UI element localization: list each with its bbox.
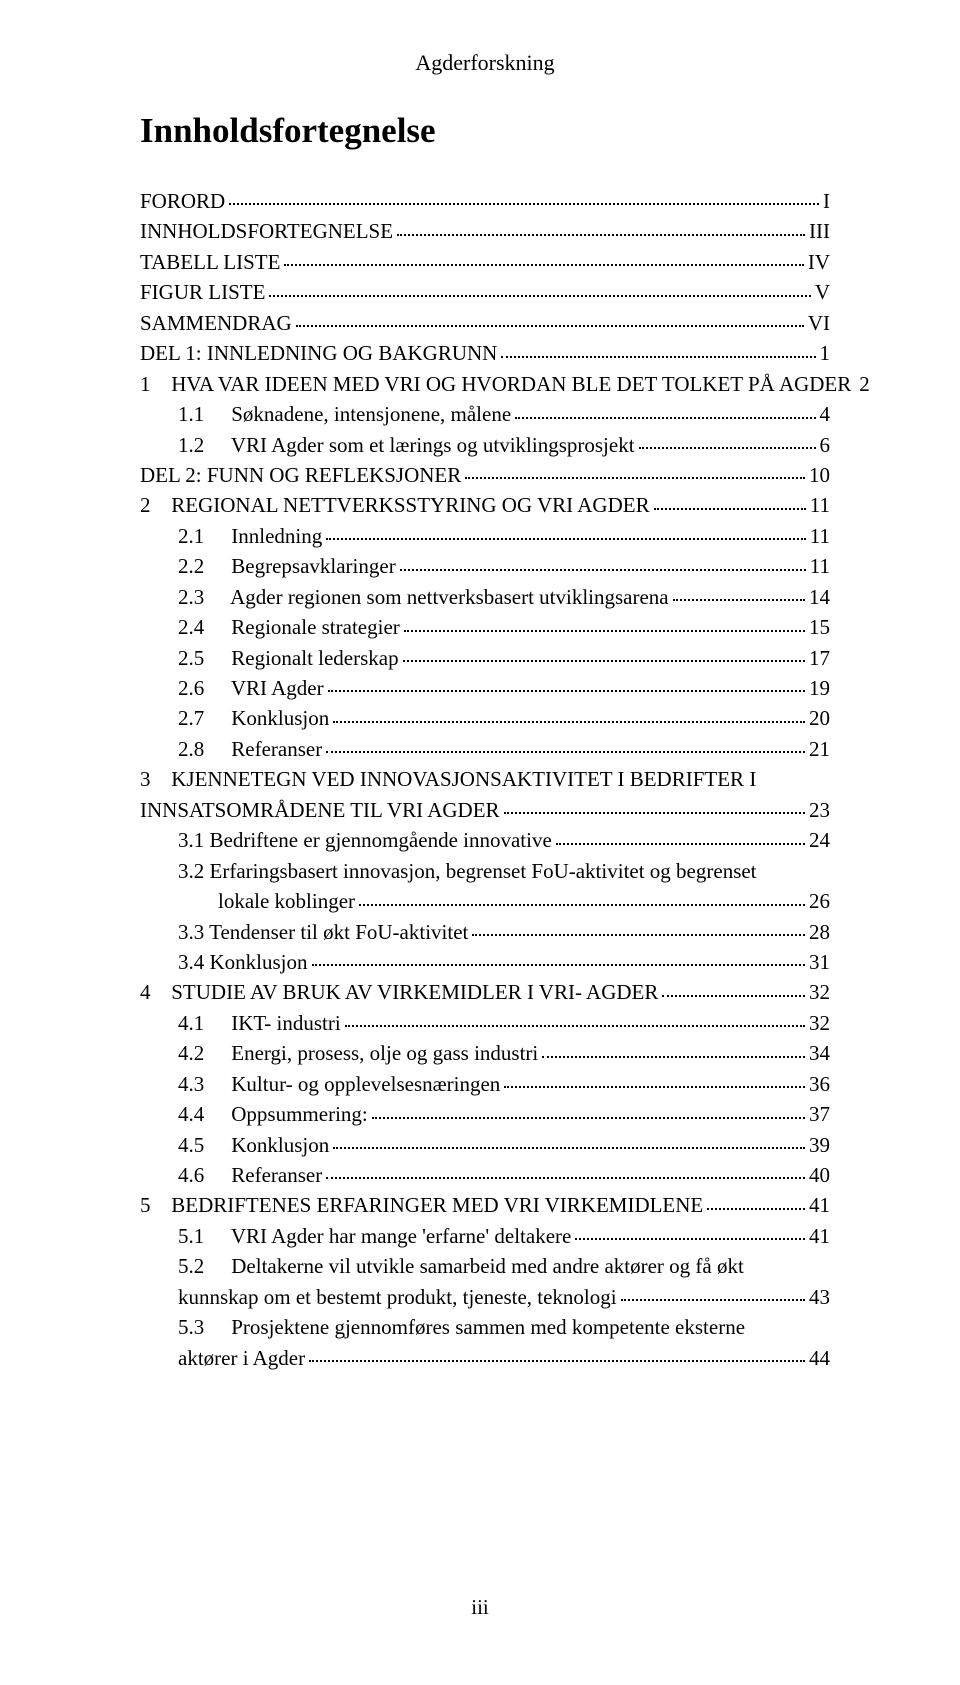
toc-entry: FORORDI — [140, 186, 830, 216]
toc-entry: 2.3 Agder regionen som nettverksbasert u… — [178, 582, 830, 612]
toc-entry: TABELL LISTEIV — [140, 247, 830, 277]
toc-entry: DEL 2: FUNN OG REFLEKSJONER10 — [140, 460, 830, 490]
table-of-contents: FORORDI INNHOLDSFORTEGNELSEIII TABELL LI… — [140, 186, 830, 1373]
page-container: Agderforskning Innholdsfortegnelse FOROR… — [0, 0, 960, 1685]
toc-entry: INNHOLDSFORTEGNELSEIII — [140, 216, 830, 246]
toc-entry: 1.2 VRI Agder som et lærings og utviklin… — [178, 430, 830, 460]
toc-entry: 2.5 Regionalt lederskap17 — [178, 643, 830, 673]
toc-entry: 5.3 Prosjektene gjennomføres sammen med … — [178, 1312, 830, 1373]
toc-entry: 4.3 Kultur- og opplevelsesnæringen36 — [178, 1069, 830, 1099]
toc-entry: 4.2 Energi, prosess, olje og gass indust… — [178, 1038, 830, 1068]
toc-entry: 5 BEDRIFTENES ERFARINGER MED VRI VIRKEMI… — [140, 1190, 830, 1220]
toc-entry: FIGUR LISTEV — [140, 277, 830, 307]
toc-entry: 5.1 VRI Agder har mange 'erfarne' deltak… — [178, 1221, 830, 1251]
running-header: Agderforskning — [140, 50, 830, 76]
toc-entry: 2.6 VRI Agder19 — [178, 673, 830, 703]
toc-entry: 4.1 IKT- industri32 — [178, 1008, 830, 1038]
toc-entry: 4.4 Oppsummering:37 — [178, 1099, 830, 1129]
toc-entry: 2.8 Referanser21 — [178, 734, 830, 764]
page-number: iii — [0, 1595, 960, 1620]
toc-entry: 3.4 Konklusjon31 — [178, 947, 830, 977]
toc-entry: 2.7 Konklusjon20 — [178, 703, 830, 733]
page-title: Innholdsfortegnelse — [140, 111, 830, 151]
toc-entry: 2.2 Begrepsavklaringer11 — [178, 551, 830, 581]
toc-entry: 4.6 Referanser40 — [178, 1160, 830, 1190]
toc-entry: 3.3 Tendenser til økt FoU-aktivitet28 — [178, 917, 830, 947]
toc-entry: 4 STUDIE AV BRUK AV VIRKEMIDLER I VRI- A… — [140, 977, 830, 1007]
toc-entry: 4.5 Konklusjon39 — [178, 1130, 830, 1160]
toc-entry: 1 HVA VAR IDEEN MED VRI OG HVORDAN BLE D… — [140, 369, 830, 399]
toc-entry: 3 KJENNETEGN VED INNOVASJONSAKTIVITET I … — [140, 764, 830, 825]
toc-entry: 3.1 Bedriftene er gjennomgående innovati… — [178, 825, 830, 855]
toc-entry: 2 REGIONAL NETTVERKSSTYRING OG VRI AGDER… — [140, 490, 830, 520]
toc-entry: SAMMENDRAGVI — [140, 308, 830, 338]
toc-entry: 1.1 Søknadene, intensjonene, målene4 — [178, 399, 830, 429]
toc-entry: 2.4 Regionale strategier15 — [178, 612, 830, 642]
toc-entry: 3.2 Erfaringsbasert innovasjon, begrense… — [178, 856, 830, 917]
toc-entry: 2.1 Innledning11 — [178, 521, 830, 551]
toc-entry: 5.2 Deltakerne vil utvikle samarbeid med… — [178, 1251, 830, 1312]
toc-entry: DEL 1: INNLEDNING OG BAKGRUNN1 — [140, 338, 830, 368]
